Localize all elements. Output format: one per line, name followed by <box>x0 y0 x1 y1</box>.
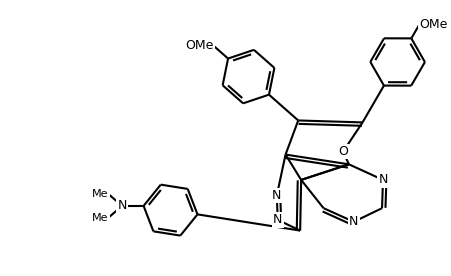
Text: O: O <box>338 145 348 158</box>
Text: N: N <box>378 173 388 186</box>
Text: OMe: OMe <box>419 18 448 31</box>
Text: N: N <box>349 215 359 228</box>
Text: N: N <box>272 189 281 202</box>
Text: N: N <box>117 199 127 212</box>
Text: Me: Me <box>92 213 109 222</box>
Text: Me: Me <box>92 189 109 199</box>
Text: N: N <box>273 213 282 226</box>
Text: OMe: OMe <box>185 39 214 52</box>
